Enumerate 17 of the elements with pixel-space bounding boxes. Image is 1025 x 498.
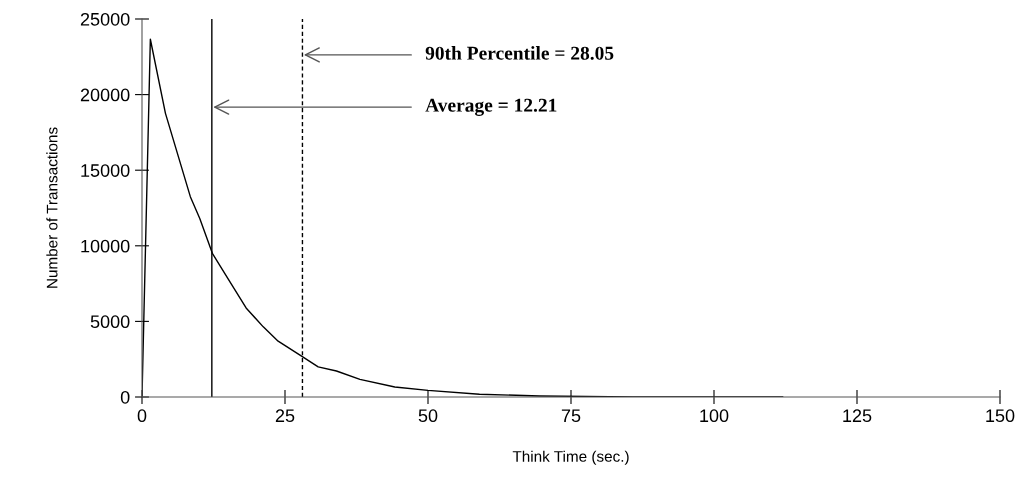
y-tick-label: 20000 [80,88,130,102]
ref-line-label: Average = 12.21 [425,98,557,116]
y-tick-label: 10000 [81,239,130,253]
y-tick-label: 5000 [90,315,130,329]
y-tick-label: 25000 [80,12,130,26]
x-tick-label: 50 [418,409,438,423]
x-tick-label: 75 [561,409,581,423]
x-tick-label: 100 [700,409,729,423]
x-tick-label: 125 [843,409,872,423]
y-axis-title: Number of Transactions [46,127,58,288]
x-tick-label: 0 [137,409,147,423]
x-axis-title: Think Time (sec.) [512,450,629,465]
y-tick-label: 0 [120,390,130,404]
x-tick-label: 25 [275,409,295,423]
x-tick-label: 150 [986,409,1015,423]
ref-line-label: 90th Percentile = 28.05 [425,46,614,60]
y-tick-label: 15000 [81,164,130,177]
